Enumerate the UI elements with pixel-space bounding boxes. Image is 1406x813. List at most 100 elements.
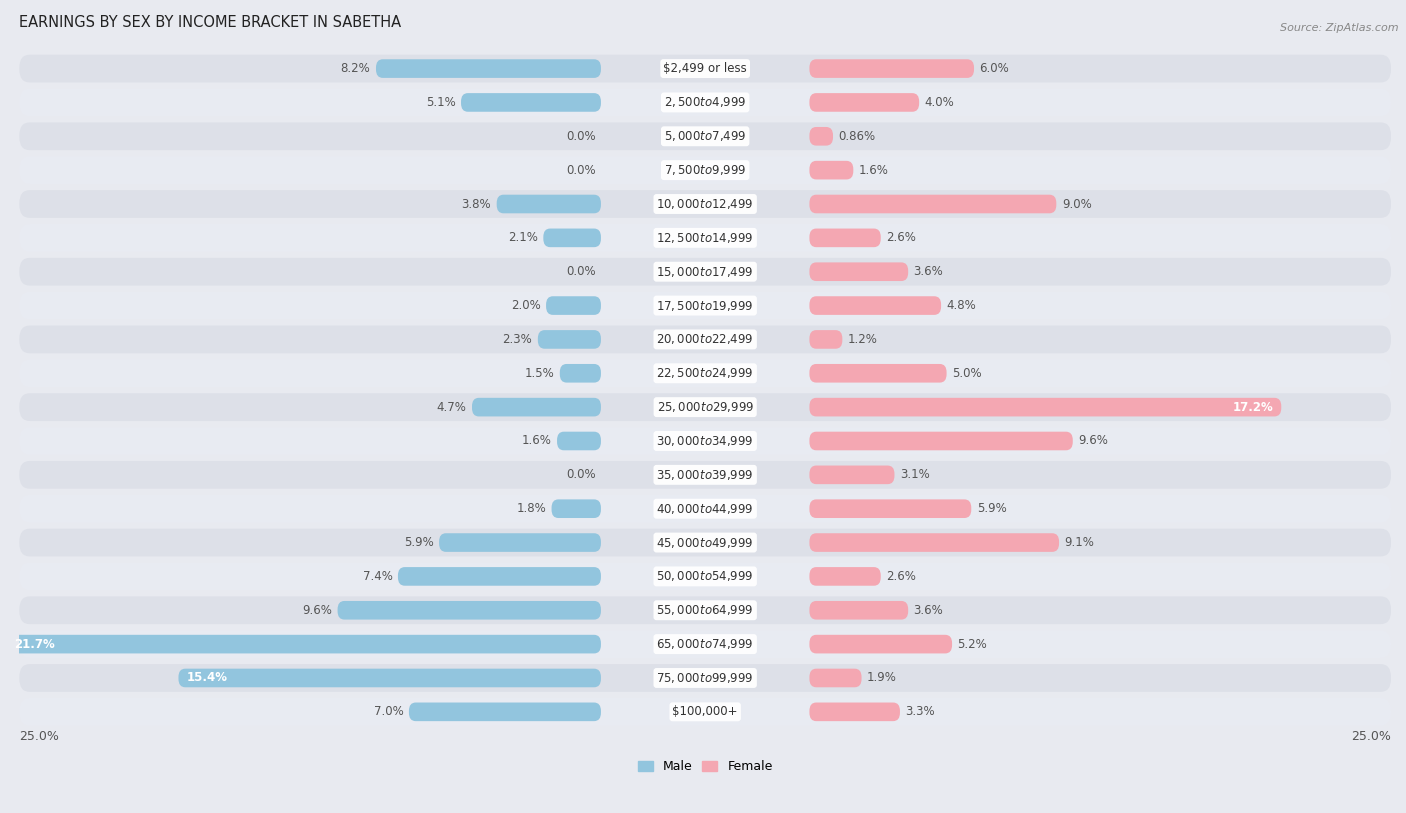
Text: 2.6%: 2.6% [886, 232, 917, 245]
Text: $22,500 to $24,999: $22,500 to $24,999 [657, 367, 754, 380]
FancyBboxPatch shape [810, 296, 941, 315]
FancyBboxPatch shape [20, 597, 1391, 624]
FancyBboxPatch shape [375, 59, 600, 78]
Text: $45,000 to $49,999: $45,000 to $49,999 [657, 536, 754, 550]
FancyBboxPatch shape [810, 330, 842, 349]
Text: 0.0%: 0.0% [565, 130, 596, 143]
FancyBboxPatch shape [20, 664, 1391, 692]
FancyBboxPatch shape [20, 427, 1391, 454]
Text: Source: ZipAtlas.com: Source: ZipAtlas.com [1281, 23, 1399, 33]
FancyBboxPatch shape [543, 228, 600, 247]
FancyBboxPatch shape [20, 528, 1391, 556]
Text: $12,500 to $14,999: $12,500 to $14,999 [657, 231, 754, 245]
FancyBboxPatch shape [472, 398, 600, 416]
Text: 4.7%: 4.7% [437, 401, 467, 414]
Text: 21.7%: 21.7% [14, 637, 55, 650]
Text: 0.86%: 0.86% [838, 130, 876, 143]
Text: 4.0%: 4.0% [925, 96, 955, 109]
Text: 4.8%: 4.8% [946, 299, 976, 312]
FancyBboxPatch shape [6, 635, 600, 654]
FancyBboxPatch shape [398, 567, 600, 585]
FancyBboxPatch shape [810, 702, 900, 721]
Text: 5.9%: 5.9% [977, 502, 1007, 515]
Text: 9.6%: 9.6% [302, 604, 332, 617]
Text: 1.6%: 1.6% [522, 434, 551, 447]
Text: $65,000 to $74,999: $65,000 to $74,999 [657, 637, 754, 651]
FancyBboxPatch shape [179, 668, 600, 687]
Text: $15,000 to $17,499: $15,000 to $17,499 [657, 265, 754, 279]
Text: $35,000 to $39,999: $35,000 to $39,999 [657, 467, 754, 482]
FancyBboxPatch shape [551, 499, 600, 518]
FancyBboxPatch shape [20, 359, 1391, 387]
Legend: Male, Female: Male, Female [633, 755, 778, 778]
FancyBboxPatch shape [810, 127, 832, 146]
FancyBboxPatch shape [20, 630, 1391, 658]
FancyBboxPatch shape [560, 364, 600, 383]
FancyBboxPatch shape [439, 533, 600, 552]
FancyBboxPatch shape [810, 533, 1059, 552]
FancyBboxPatch shape [810, 466, 894, 485]
FancyBboxPatch shape [810, 567, 880, 585]
FancyBboxPatch shape [20, 461, 1391, 489]
Text: 3.8%: 3.8% [461, 198, 491, 211]
FancyBboxPatch shape [538, 330, 600, 349]
FancyBboxPatch shape [810, 263, 908, 281]
Text: 2.3%: 2.3% [502, 333, 533, 346]
Text: 0.0%: 0.0% [565, 265, 596, 278]
FancyBboxPatch shape [20, 156, 1391, 184]
FancyBboxPatch shape [409, 702, 600, 721]
FancyBboxPatch shape [810, 59, 974, 78]
Text: 2.1%: 2.1% [508, 232, 538, 245]
Text: 3.6%: 3.6% [914, 265, 943, 278]
Text: $55,000 to $64,999: $55,000 to $64,999 [657, 603, 754, 617]
Text: $30,000 to $34,999: $30,000 to $34,999 [657, 434, 754, 448]
Text: 3.1%: 3.1% [900, 468, 929, 481]
Text: 17.2%: 17.2% [1232, 401, 1272, 414]
FancyBboxPatch shape [810, 194, 1056, 213]
Text: 5.9%: 5.9% [404, 536, 433, 549]
FancyBboxPatch shape [810, 668, 862, 687]
Text: 9.0%: 9.0% [1062, 198, 1091, 211]
Text: 1.5%: 1.5% [524, 367, 554, 380]
Text: EARNINGS BY SEX BY INCOME BRACKET IN SABETHA: EARNINGS BY SEX BY INCOME BRACKET IN SAB… [20, 15, 402, 30]
Text: $7,500 to $9,999: $7,500 to $9,999 [664, 163, 747, 177]
Text: 15.4%: 15.4% [187, 672, 228, 685]
Text: 1.8%: 1.8% [516, 502, 546, 515]
FancyBboxPatch shape [20, 292, 1391, 320]
FancyBboxPatch shape [496, 194, 600, 213]
FancyBboxPatch shape [20, 495, 1391, 523]
Text: $2,500 to $4,999: $2,500 to $4,999 [664, 95, 747, 110]
Text: 9.6%: 9.6% [1078, 434, 1108, 447]
Text: $75,000 to $99,999: $75,000 to $99,999 [657, 671, 754, 685]
FancyBboxPatch shape [20, 258, 1391, 285]
FancyBboxPatch shape [20, 224, 1391, 252]
Text: 3.3%: 3.3% [905, 706, 935, 719]
Text: 5.0%: 5.0% [952, 367, 981, 380]
FancyBboxPatch shape [20, 123, 1391, 150]
Text: 5.1%: 5.1% [426, 96, 456, 109]
FancyBboxPatch shape [810, 398, 1281, 416]
FancyBboxPatch shape [20, 563, 1391, 590]
Text: 2.6%: 2.6% [886, 570, 917, 583]
FancyBboxPatch shape [20, 325, 1391, 354]
Text: 8.2%: 8.2% [340, 62, 371, 75]
Text: 3.6%: 3.6% [914, 604, 943, 617]
FancyBboxPatch shape [557, 432, 600, 450]
Text: $17,500 to $19,999: $17,500 to $19,999 [657, 298, 754, 312]
FancyBboxPatch shape [546, 296, 600, 315]
Text: 2.0%: 2.0% [510, 299, 540, 312]
FancyBboxPatch shape [810, 499, 972, 518]
FancyBboxPatch shape [20, 89, 1391, 116]
FancyBboxPatch shape [810, 161, 853, 180]
FancyBboxPatch shape [810, 228, 880, 247]
Text: $20,000 to $22,499: $20,000 to $22,499 [657, 333, 754, 346]
Text: $50,000 to $54,999: $50,000 to $54,999 [657, 569, 754, 584]
FancyBboxPatch shape [461, 93, 600, 111]
FancyBboxPatch shape [20, 190, 1391, 218]
FancyBboxPatch shape [337, 601, 600, 620]
Text: 7.0%: 7.0% [374, 706, 404, 719]
Text: 1.6%: 1.6% [859, 163, 889, 176]
FancyBboxPatch shape [810, 635, 952, 654]
Text: $10,000 to $12,499: $10,000 to $12,499 [657, 197, 754, 211]
FancyBboxPatch shape [810, 364, 946, 383]
